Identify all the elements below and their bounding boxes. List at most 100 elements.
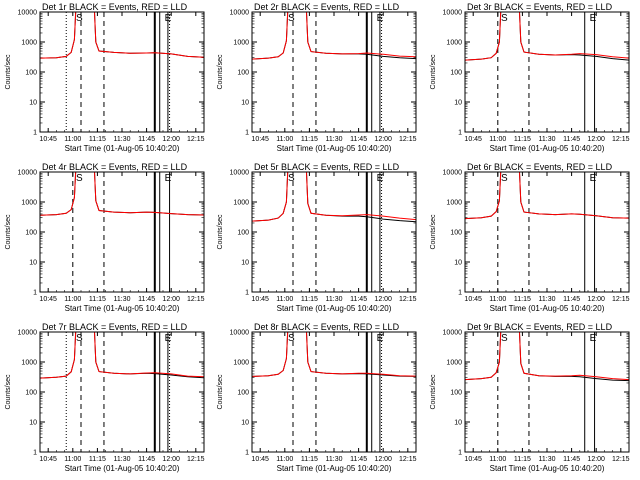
panel-title: Det 1r BLACK = Events, RED = LLD xyxy=(42,2,188,12)
panel-title: Det 6r BLACK = Events, RED = LLD xyxy=(467,162,613,172)
y-tick-label: 100 xyxy=(25,390,37,397)
y-tick-label: 100 xyxy=(25,70,37,77)
y-tick-label: 10 xyxy=(454,260,462,267)
y-axis-label: Counts/sec xyxy=(217,374,224,410)
y-tick-label: 10 xyxy=(454,100,462,107)
y-tick-label: 100 xyxy=(450,390,462,397)
plot-frame xyxy=(251,171,417,293)
plot-frame xyxy=(39,331,205,453)
x-axis-label: Start Time (01-Aug-05 10:40:20) xyxy=(65,464,180,473)
x-tick-label: 11:00 xyxy=(64,456,81,463)
series-line-lld xyxy=(465,332,629,381)
panel-det-9: Det 9r BLACK = Events, RED = LLD Counts/s… xyxy=(430,322,630,473)
series-line-lld xyxy=(465,12,629,61)
y-tick-label: 1000 xyxy=(233,40,249,47)
x-tick-label: 11:00 xyxy=(64,136,81,143)
x-tick-label: 11:15 xyxy=(514,136,531,143)
interval-marker-s: S xyxy=(288,13,295,24)
y-tick-label: 10000 xyxy=(18,330,38,337)
x-tick-label: 11:30 xyxy=(539,456,556,463)
x-tick-label: 10:45 xyxy=(251,136,269,143)
x-tick-label: 11:15 xyxy=(301,456,318,463)
y-tick-label: 1000 xyxy=(446,200,462,207)
interval-marker-e: E xyxy=(377,333,384,344)
y-tick-label: 1 xyxy=(33,130,37,137)
y-tick-label: 1000 xyxy=(21,360,37,367)
y-axis-label: Counts/sec xyxy=(5,374,12,410)
x-tick-label: 11:45 xyxy=(138,296,155,303)
x-axis-label: Start Time (01-Aug-05 10:40:20) xyxy=(490,304,605,313)
y-tick-label: 1 xyxy=(33,290,37,297)
x-axis-label: Start Time (01-Aug-05 10:40:20) xyxy=(65,144,180,153)
y-tick-label: 100 xyxy=(237,390,249,397)
x-tick-label: 12:00 xyxy=(374,296,392,303)
interval-marker-s: S xyxy=(76,173,83,184)
x-tick-label: 11:15 xyxy=(514,296,531,303)
x-tick-label: 10:45 xyxy=(39,456,57,463)
y-tick-label: 1 xyxy=(245,130,249,137)
x-tick-label: 11:00 xyxy=(489,296,506,303)
panel-det-2: Det 2r BLACK = Events, RED = LLD Counts/s… xyxy=(217,2,417,153)
plot-frame xyxy=(464,331,630,453)
y-tick-label: 10000 xyxy=(18,10,38,17)
y-tick-label: 1000 xyxy=(233,360,249,367)
x-tick-label: 10:45 xyxy=(251,296,269,303)
x-tick-label: 12:00 xyxy=(162,456,180,463)
y-tick-label: 1000 xyxy=(446,40,462,47)
y-tick-label: 10 xyxy=(29,260,37,267)
y-tick-label: 10 xyxy=(241,260,249,267)
x-tick-label: 10:45 xyxy=(39,136,57,143)
panel-title: Det 2r BLACK = Events, RED = LLD xyxy=(254,2,400,12)
x-tick-label: 11:45 xyxy=(350,136,367,143)
plot-frame xyxy=(39,11,205,133)
series-line-lld xyxy=(252,12,416,60)
y-axis-label: Counts/sec xyxy=(430,374,437,410)
y-tick-label: 1000 xyxy=(446,360,462,367)
x-tick-label: 11:30 xyxy=(326,456,343,463)
x-tick-label: 11:45 xyxy=(138,136,155,143)
x-tick-label: 10:45 xyxy=(39,296,57,303)
panel-det-5: Det 5r BLACK = Events, RED = LLD Counts/s… xyxy=(217,162,417,313)
x-tick-label: 11:00 xyxy=(276,456,293,463)
y-tick-label: 1 xyxy=(458,130,462,137)
interval-marker-e: E xyxy=(165,333,172,344)
panel-title: Det 7r BLACK = Events, RED = LLD xyxy=(42,322,188,332)
x-tick-label: 12:15 xyxy=(612,136,630,143)
panel-det-8: Det 8r BLACK = Events, RED = LLD Counts/s… xyxy=(217,322,417,473)
y-axis-label: Counts/sec xyxy=(5,214,12,250)
x-tick-label: 12:00 xyxy=(587,136,605,143)
x-axis-label: Start Time (01-Aug-05 10:40:20) xyxy=(277,304,392,313)
y-axis-label: Counts/sec xyxy=(5,54,12,90)
x-tick-label: 11:15 xyxy=(301,296,318,303)
x-tick-label: 12:15 xyxy=(612,296,630,303)
y-tick-label: 10000 xyxy=(18,170,38,177)
x-tick-label: 11:00 xyxy=(276,136,293,143)
x-tick-label: 11:30 xyxy=(114,136,131,143)
x-tick-label: 11:45 xyxy=(350,296,367,303)
y-tick-label: 10 xyxy=(241,100,249,107)
x-tick-label: 11:00 xyxy=(489,456,506,463)
plot-frame xyxy=(464,11,630,133)
y-tick-label: 1000 xyxy=(233,200,249,207)
x-tick-label: 11:30 xyxy=(539,136,556,143)
y-tick-label: 100 xyxy=(450,230,462,237)
series-line-lld xyxy=(40,12,204,59)
panel-det-1: Det 1r BLACK = Events, RED = LLD Counts/s… xyxy=(5,2,205,153)
y-tick-label: 1000 xyxy=(21,40,37,47)
interval-marker-s: S xyxy=(501,333,508,344)
series-line-lld xyxy=(40,332,204,379)
x-tick-label: 12:15 xyxy=(187,456,205,463)
x-axis-label: Start Time (01-Aug-05 10:40:20) xyxy=(277,144,392,153)
panel-title: Det 5r BLACK = Events, RED = LLD xyxy=(254,162,400,172)
interval-marker-s: S xyxy=(288,333,295,344)
x-tick-label: 12:00 xyxy=(587,456,605,463)
y-tick-label: 10000 xyxy=(230,330,250,337)
x-tick-label: 11:30 xyxy=(114,296,131,303)
y-tick-label: 1 xyxy=(458,290,462,297)
x-tick-label: 11:15 xyxy=(301,136,318,143)
interval-marker-s: S xyxy=(288,173,295,184)
y-tick-label: 100 xyxy=(237,70,249,77)
x-tick-label: 12:00 xyxy=(587,296,605,303)
y-tick-label: 1 xyxy=(33,450,37,457)
